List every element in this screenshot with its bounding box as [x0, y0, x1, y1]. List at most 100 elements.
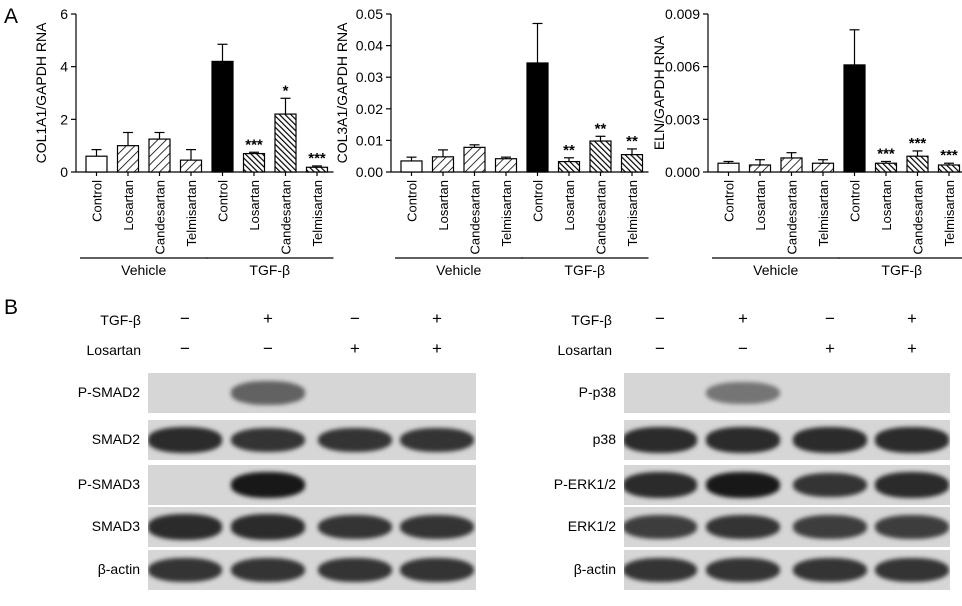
blot-band	[706, 381, 780, 405]
blot-band	[624, 514, 697, 540]
significance-label: **	[626, 133, 638, 150]
blot-band	[706, 472, 780, 498]
bar	[400, 160, 423, 173]
x-tick-label: Losartan	[121, 180, 136, 231]
treatment-label: TGF-β	[100, 312, 141, 328]
bar	[780, 157, 803, 173]
bar	[463, 146, 486, 173]
blot-band	[624, 557, 697, 583]
chart-1: 0 2 4 6 COL1A1/GAPDH RNA Control Losartan Cande…	[33, 6, 334, 278]
blot-band	[231, 557, 305, 583]
significance-label: **	[563, 142, 575, 159]
blot-strip	[624, 373, 950, 413]
treatment-sign: −	[825, 309, 835, 328]
blot-band	[318, 427, 392, 453]
y-axis-label: COL1A1/GAPDH RNA	[33, 22, 49, 163]
x-tick-label: Candesartan	[594, 180, 609, 254]
y-tick-label: 0.04	[356, 38, 383, 54]
significance-label: ***	[245, 136, 263, 153]
blot-band	[624, 427, 697, 453]
bar	[242, 152, 266, 173]
blot-strip	[148, 507, 476, 547]
bar	[274, 113, 297, 173]
x-tick-label: Control	[848, 180, 863, 222]
blot-row-label: β-actin	[97, 561, 140, 577]
x-tick-label: Losartan	[753, 180, 768, 231]
x-tick-label: Candesartan	[468, 180, 483, 254]
significance-label: ***	[308, 150, 326, 167]
blot-band	[318, 557, 392, 583]
blot-band	[875, 427, 949, 453]
bar	[526, 62, 549, 173]
blot-band	[706, 514, 780, 540]
y-tick-label: 0.05	[356, 6, 383, 22]
y-axis-label: ELN/GAPDH RNA	[651, 35, 667, 150]
bar	[874, 162, 898, 173]
blot-band	[793, 472, 867, 498]
blot-strip	[624, 465, 950, 505]
y-tick-label: 0.02	[356, 101, 383, 117]
treatment-sign: +	[350, 339, 360, 358]
significance-label: **	[595, 120, 607, 137]
bar-charts: 0 2 4 6 COL1A1/GAPDH RNA Control Losartan Cande…	[33, 6, 962, 278]
x-tick-label: Candesartan	[153, 180, 168, 254]
blot-band	[793, 514, 867, 540]
x-tick-label: Losartan	[247, 180, 262, 231]
blot-band	[148, 427, 222, 453]
treatment-sign: −	[350, 309, 360, 328]
treatment-sign: +	[907, 309, 917, 328]
group-label: Vehicle	[121, 262, 166, 278]
x-tick-label: Control	[531, 180, 546, 222]
blot-strip	[148, 465, 476, 505]
group-label: Vehicle	[436, 262, 481, 278]
significance-label: ***	[909, 135, 927, 152]
treatment-sign: −	[655, 339, 665, 358]
blot-strip	[148, 420, 476, 460]
bar	[557, 160, 581, 173]
chart-3: 0.000 0.003 0.006 0.009 ELN/GAPDH RNA Control…	[651, 6, 962, 278]
bar	[843, 64, 866, 173]
blot-row-label: P-p38	[578, 384, 616, 400]
blot-band	[793, 557, 867, 583]
y-tick-label: 0.009	[665, 6, 700, 22]
bar	[431, 156, 455, 173]
y-tick-label: 6	[60, 6, 68, 22]
blot-band	[875, 557, 949, 583]
group-label: TGF-β	[249, 262, 290, 278]
treatment-sign: +	[738, 309, 748, 328]
treatment-label: Losartan	[86, 342, 141, 358]
y-tick-label: 0	[60, 164, 68, 180]
bar	[748, 164, 772, 173]
treatment-sign: +	[432, 309, 442, 328]
x-tick-label: Control	[405, 180, 420, 222]
blot-band	[148, 557, 222, 583]
bar	[85, 155, 108, 173]
group-label: TGF-β	[881, 262, 922, 278]
x-tick-label: Control	[90, 180, 105, 222]
blot-row-label: SMAD3	[91, 518, 140, 534]
blot-band	[624, 472, 697, 498]
y-tick-label: 4	[60, 59, 68, 75]
blot-strip	[148, 373, 476, 413]
y-tick-label: 2	[60, 111, 68, 127]
y-tick-label: 0.03	[356, 69, 383, 85]
x-tick-label: Telmisartan	[942, 180, 957, 246]
blot-band	[875, 472, 949, 498]
treatment-label: Losartan	[557, 342, 612, 358]
y-tick-label: 0.000	[665, 164, 700, 180]
x-tick-label: Telmisartan	[625, 180, 640, 246]
treatment-sign: +	[907, 339, 917, 358]
treatment-sign: +	[263, 309, 273, 328]
bar	[589, 140, 612, 173]
blot-row-label: p38	[592, 431, 616, 447]
blot-band	[706, 427, 780, 453]
blot-band	[400, 427, 474, 453]
blot-band	[318, 514, 392, 540]
y-tick-label: 0.003	[665, 111, 700, 127]
blot-row-label: SMAD2	[91, 431, 140, 447]
bar	[717, 162, 740, 173]
blot-row-label: β-actin	[573, 561, 616, 577]
bar	[305, 166, 329, 173]
significance-label: *	[283, 82, 289, 99]
x-tick-label: Control	[216, 180, 231, 222]
